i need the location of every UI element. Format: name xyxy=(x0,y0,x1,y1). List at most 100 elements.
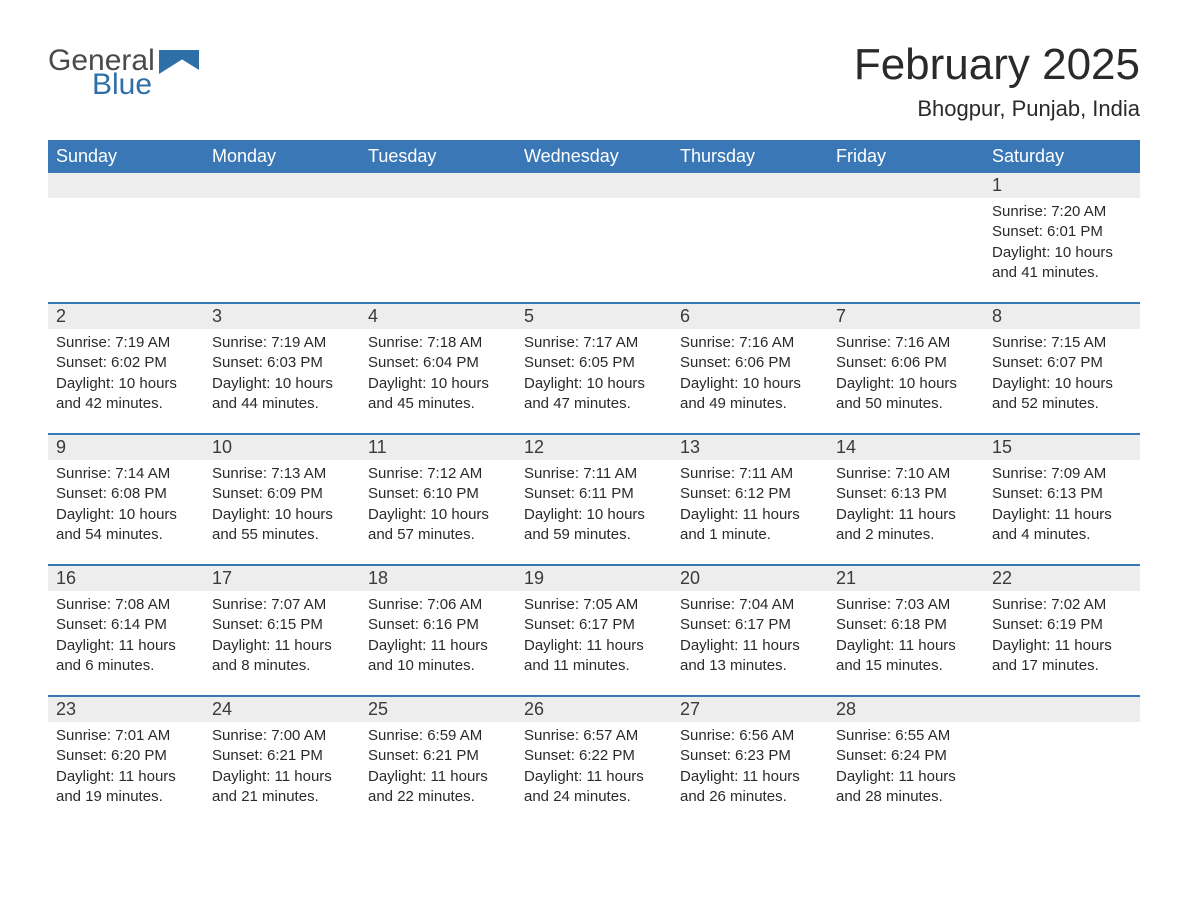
weekday-header: Sunday xyxy=(48,140,204,173)
calendar-day: 22Sunrise: 7:02 AMSunset: 6:19 PMDayligh… xyxy=(984,566,1140,696)
sunset-line: Sunset: 6:07 PM xyxy=(992,353,1132,373)
calendar-day: 15Sunrise: 7:09 AMSunset: 6:13 PMDayligh… xyxy=(984,435,1140,565)
calendar-week: 1Sunrise: 7:20 AMSunset: 6:01 PMDaylight… xyxy=(48,173,1140,303)
sunrise-line: Sunrise: 7:08 AM xyxy=(56,595,196,615)
calendar-day: 5Sunrise: 7:17 AMSunset: 6:05 PMDaylight… xyxy=(516,304,672,434)
daylight-line: Daylight: 11 hours and 10 minutes. xyxy=(368,636,508,677)
sunrise-line: Sunrise: 7:07 AM xyxy=(212,595,352,615)
day-number: 24 xyxy=(204,697,360,722)
flag-icon xyxy=(159,50,199,76)
daylight-line: Daylight: 10 hours and 52 minutes. xyxy=(992,374,1132,415)
daylight-line: Daylight: 10 hours and 44 minutes. xyxy=(212,374,352,415)
day-number: 17 xyxy=(204,566,360,591)
calendar-day: 14Sunrise: 7:10 AMSunset: 6:13 PMDayligh… xyxy=(828,435,984,565)
sunrise-line: Sunrise: 7:03 AM xyxy=(836,595,976,615)
calendar-week: 9Sunrise: 7:14 AMSunset: 6:08 PMDaylight… xyxy=(48,435,1140,565)
sunrise-line: Sunrise: 6:56 AM xyxy=(680,726,820,746)
calendar-day: 23Sunrise: 7:01 AMSunset: 6:20 PMDayligh… xyxy=(48,697,204,827)
day-number: 8 xyxy=(984,304,1140,329)
sunset-line: Sunset: 6:11 PM xyxy=(524,484,664,504)
sunset-line: Sunset: 6:21 PM xyxy=(212,746,352,766)
sunset-line: Sunset: 6:13 PM xyxy=(992,484,1132,504)
weekday-header: Friday xyxy=(828,140,984,173)
day-number: 14 xyxy=(828,435,984,460)
daylight-line: Daylight: 11 hours and 2 minutes. xyxy=(836,505,976,546)
brand-logo: General Blue xyxy=(48,40,199,100)
daylight-line: Daylight: 10 hours and 57 minutes. xyxy=(368,505,508,546)
daylight-line: Daylight: 11 hours and 4 minutes. xyxy=(992,505,1132,546)
calendar-day: 28Sunrise: 6:55 AMSunset: 6:24 PMDayligh… xyxy=(828,697,984,827)
month-title: February 2025 xyxy=(854,40,1140,90)
day-number: 1 xyxy=(984,173,1140,198)
day-number: 21 xyxy=(828,566,984,591)
calendar-header: SundayMondayTuesdayWednesdayThursdayFrid… xyxy=(48,140,1140,173)
day-details: Sunrise: 7:11 AMSunset: 6:12 PMDaylight:… xyxy=(672,460,828,555)
sunset-line: Sunset: 6:12 PM xyxy=(680,484,820,504)
day-number: 3 xyxy=(204,304,360,329)
sunset-line: Sunset: 6:08 PM xyxy=(56,484,196,504)
sunrise-line: Sunrise: 6:59 AM xyxy=(368,726,508,746)
day-number: 2 xyxy=(48,304,204,329)
calendar-day-empty xyxy=(672,173,828,303)
day-details: Sunrise: 7:13 AMSunset: 6:09 PMDaylight:… xyxy=(204,460,360,555)
calendar-day-empty xyxy=(828,173,984,303)
weekday-header: Wednesday xyxy=(516,140,672,173)
day-number: 11 xyxy=(360,435,516,460)
sunrise-line: Sunrise: 7:11 AM xyxy=(524,464,664,484)
sunrise-line: Sunrise: 7:18 AM xyxy=(368,333,508,353)
sunrise-line: Sunrise: 7:13 AM xyxy=(212,464,352,484)
day-details: Sunrise: 7:18 AMSunset: 6:04 PMDaylight:… xyxy=(360,329,516,424)
daylight-line: Daylight: 10 hours and 55 minutes. xyxy=(212,505,352,546)
sunset-line: Sunset: 6:24 PM xyxy=(836,746,976,766)
day-number: 22 xyxy=(984,566,1140,591)
sunset-line: Sunset: 6:01 PM xyxy=(992,222,1132,242)
daylight-line: Daylight: 10 hours and 41 minutes. xyxy=(992,243,1132,284)
day-details: Sunrise: 7:06 AMSunset: 6:16 PMDaylight:… xyxy=(360,591,516,686)
calendar-day-empty xyxy=(360,173,516,303)
day-details: Sunrise: 6:57 AMSunset: 6:22 PMDaylight:… xyxy=(516,722,672,817)
daylight-line: Daylight: 11 hours and 8 minutes. xyxy=(212,636,352,677)
sunset-line: Sunset: 6:09 PM xyxy=(212,484,352,504)
calendar-day: 24Sunrise: 7:00 AMSunset: 6:21 PMDayligh… xyxy=(204,697,360,827)
day-details: Sunrise: 7:04 AMSunset: 6:17 PMDaylight:… xyxy=(672,591,828,686)
sunrise-line: Sunrise: 7:12 AM xyxy=(368,464,508,484)
sunset-line: Sunset: 6:23 PM xyxy=(680,746,820,766)
daylight-line: Daylight: 10 hours and 49 minutes. xyxy=(680,374,820,415)
sunrise-line: Sunrise: 7:01 AM xyxy=(56,726,196,746)
day-details: Sunrise: 7:19 AMSunset: 6:03 PMDaylight:… xyxy=(204,329,360,424)
calendar-day: 1Sunrise: 7:20 AMSunset: 6:01 PMDaylight… xyxy=(984,173,1140,303)
sunset-line: Sunset: 6:04 PM xyxy=(368,353,508,373)
sunset-line: Sunset: 6:03 PM xyxy=(212,353,352,373)
sunset-line: Sunset: 6:19 PM xyxy=(992,615,1132,635)
calendar-table: SundayMondayTuesdayWednesdayThursdayFrid… xyxy=(48,140,1140,827)
sunrise-line: Sunrise: 7:19 AM xyxy=(56,333,196,353)
sunrise-line: Sunrise: 7:15 AM xyxy=(992,333,1132,353)
sunrise-line: Sunrise: 7:10 AM xyxy=(836,464,976,484)
calendar-day: 18Sunrise: 7:06 AMSunset: 6:16 PMDayligh… xyxy=(360,566,516,696)
daylight-line: Daylight: 11 hours and 28 minutes. xyxy=(836,767,976,808)
daylight-line: Daylight: 10 hours and 50 minutes. xyxy=(836,374,976,415)
calendar-day: 20Sunrise: 7:04 AMSunset: 6:17 PMDayligh… xyxy=(672,566,828,696)
daylight-line: Daylight: 10 hours and 59 minutes. xyxy=(524,505,664,546)
sunset-line: Sunset: 6:06 PM xyxy=(680,353,820,373)
sunrise-line: Sunrise: 7:16 AM xyxy=(836,333,976,353)
daylight-line: Daylight: 10 hours and 42 minutes. xyxy=(56,374,196,415)
day-number: 25 xyxy=(360,697,516,722)
day-details: Sunrise: 6:55 AMSunset: 6:24 PMDaylight:… xyxy=(828,722,984,817)
day-number: 19 xyxy=(516,566,672,591)
location-subtitle: Bhogpur, Punjab, India xyxy=(854,96,1140,122)
sunrise-line: Sunrise: 6:55 AM xyxy=(836,726,976,746)
daylight-line: Daylight: 11 hours and 22 minutes. xyxy=(368,767,508,808)
daylight-line: Daylight: 10 hours and 45 minutes. xyxy=(368,374,508,415)
daylight-line: Daylight: 11 hours and 17 minutes. xyxy=(992,636,1132,677)
sunset-line: Sunset: 6:15 PM xyxy=(212,615,352,635)
sunset-line: Sunset: 6:17 PM xyxy=(680,615,820,635)
header-bar: General Blue February xyxy=(48,40,1140,122)
weekday-header: Tuesday xyxy=(360,140,516,173)
day-details: Sunrise: 7:16 AMSunset: 6:06 PMDaylight:… xyxy=(672,329,828,424)
calendar-day: 13Sunrise: 7:11 AMSunset: 6:12 PMDayligh… xyxy=(672,435,828,565)
title-block: February 2025 Bhogpur, Punjab, India xyxy=(854,40,1140,122)
day-number: 5 xyxy=(516,304,672,329)
sunrise-line: Sunrise: 7:19 AM xyxy=(212,333,352,353)
daylight-line: Daylight: 11 hours and 21 minutes. xyxy=(212,767,352,808)
